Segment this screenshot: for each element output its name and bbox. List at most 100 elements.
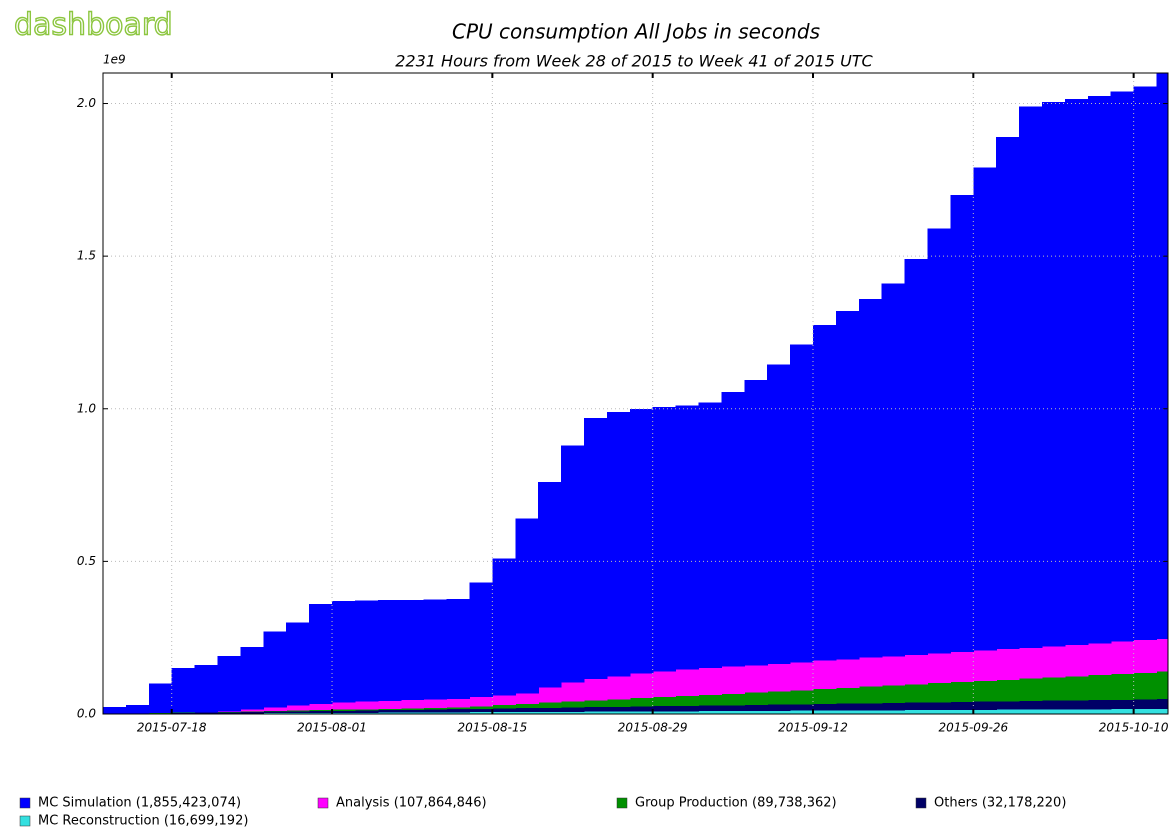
area-step [790, 662, 814, 691]
area-step [973, 650, 997, 681]
x-tick-label: 2015-09-12 [778, 721, 848, 735]
legend-label: Group Production (89,738,362) [635, 796, 837, 811]
area-step [744, 379, 768, 666]
area-step [263, 711, 287, 712]
area-step [240, 646, 264, 710]
area-step [1064, 644, 1089, 677]
area-step [881, 283, 906, 657]
area-step [492, 558, 516, 696]
area-step [1110, 641, 1135, 674]
area-step [790, 710, 814, 714]
area-step [538, 707, 562, 712]
area-step [148, 683, 173, 714]
area-step [721, 693, 745, 706]
area-step [904, 654, 929, 685]
area-step [881, 703, 906, 711]
area-step [721, 666, 745, 694]
area-step [606, 676, 631, 700]
area-step [675, 405, 700, 670]
area-step [1110, 709, 1135, 714]
area-step [1042, 709, 1066, 714]
legend-swatch [915, 797, 927, 809]
area-step [675, 669, 700, 696]
area-step [309, 604, 333, 705]
area-step [1133, 86, 1158, 641]
area-step [286, 705, 310, 711]
area-step [332, 601, 356, 703]
area-step [813, 324, 837, 661]
area-step [1064, 709, 1089, 714]
area-step [1156, 699, 1168, 709]
area-step [1042, 101, 1066, 647]
area-step [1042, 700, 1066, 710]
area-step [125, 704, 150, 714]
area-step [446, 709, 471, 713]
area-step [515, 708, 539, 713]
area-step [240, 709, 264, 712]
area-step [1019, 106, 1043, 648]
area-step [538, 687, 562, 703]
area-step [904, 684, 929, 703]
area-step [858, 703, 883, 711]
area-step [1019, 701, 1043, 710]
x-tick-label: 2015-08-01 [297, 721, 367, 735]
area-step [950, 709, 974, 714]
area-step [171, 713, 196, 714]
legend-swatch [317, 797, 329, 809]
area-step [1110, 673, 1135, 700]
area-step [675, 705, 700, 712]
area-step [973, 701, 997, 710]
area-step [377, 700, 402, 709]
area-step [492, 705, 516, 709]
y-tick-label: 1.5 [77, 249, 96, 263]
area-step [835, 703, 860, 711]
area-step [652, 711, 677, 714]
area-step [904, 710, 929, 714]
area-step [538, 702, 562, 708]
area-step [492, 712, 516, 714]
area-step [927, 228, 952, 654]
area-step [1019, 709, 1043, 714]
area-step [515, 518, 539, 694]
area-step [698, 402, 722, 669]
area-step [1156, 73, 1168, 639]
area-step [103, 706, 127, 714]
area-step [1042, 646, 1066, 678]
legend-label: MC Simulation (1,855,423,074) [38, 796, 241, 811]
area-step [629, 698, 654, 707]
area-step [721, 705, 745, 712]
area-step [606, 699, 631, 707]
area-step [1156, 708, 1168, 714]
area-step [1133, 709, 1158, 714]
x-tick-label: 2015-08-29 [618, 721, 688, 735]
area-step [652, 671, 677, 698]
area-step [194, 712, 219, 714]
area-step [1133, 699, 1158, 710]
area-step [950, 702, 974, 710]
area-step [423, 709, 448, 713]
area-step [927, 710, 952, 714]
area-step [515, 703, 539, 709]
y-tick-label: 1.0 [77, 401, 96, 415]
area-step [767, 364, 791, 664]
area-step [286, 622, 310, 706]
legend-swatch [19, 797, 31, 809]
area-step [950, 651, 974, 683]
area-step [354, 600, 379, 702]
area-step [561, 445, 585, 683]
area-step [629, 706, 654, 712]
x-tick-label: 2015-07-18 [137, 721, 207, 735]
area-step [973, 709, 997, 714]
area-step [904, 702, 929, 711]
y-offset-label: 1e9 [103, 53, 126, 67]
area-step [813, 660, 837, 690]
area-step [698, 668, 722, 695]
area-step [561, 682, 585, 702]
x-tick-label: 2015-08-15 [457, 721, 527, 735]
area-step [858, 686, 883, 704]
area-step [813, 710, 837, 714]
area-step [1087, 643, 1112, 676]
area-step [606, 711, 631, 714]
area-step [538, 711, 562, 714]
chart-subtitle: 2231 Hours from Week 28 of 2015 to Week … [395, 52, 873, 71]
